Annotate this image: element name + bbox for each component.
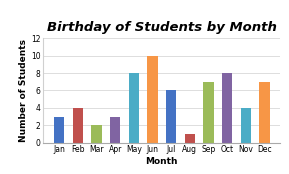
Bar [73, 108, 83, 143]
X-axis label: Month: Month [146, 157, 178, 166]
Bar [91, 125, 102, 143]
Bar [54, 117, 64, 143]
Y-axis label: Number of Students: Number of Students [19, 39, 28, 142]
Bar [110, 117, 120, 143]
Bar [147, 56, 158, 143]
Bar [203, 82, 214, 143]
Bar [185, 134, 195, 143]
Bar [166, 90, 176, 143]
Title: Birthday of Students by Month: Birthday of Students by Month [47, 21, 277, 34]
Bar [259, 82, 270, 143]
Bar [241, 108, 251, 143]
Bar [129, 73, 139, 143]
Bar [222, 73, 232, 143]
